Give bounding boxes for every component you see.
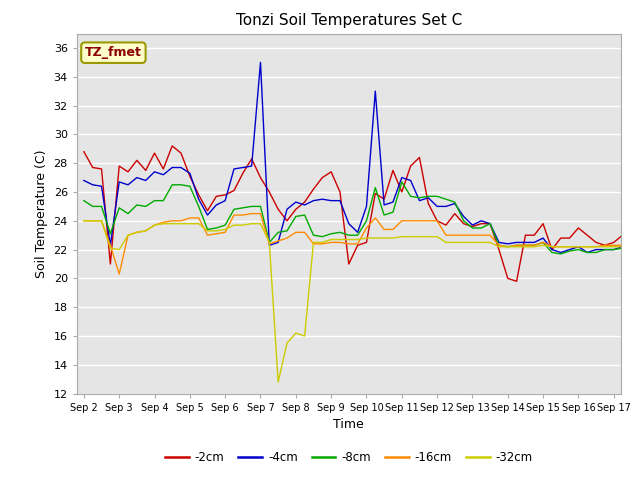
Title: Tonzi Soil Temperatures Set C: Tonzi Soil Temperatures Set C (236, 13, 462, 28)
Y-axis label: Soil Temperature (C): Soil Temperature (C) (35, 149, 48, 278)
Legend: -2cm, -4cm, -8cm, -16cm, -32cm: -2cm, -4cm, -8cm, -16cm, -32cm (160, 446, 538, 469)
X-axis label: Time: Time (333, 418, 364, 431)
Text: TZ_fmet: TZ_fmet (85, 46, 142, 59)
